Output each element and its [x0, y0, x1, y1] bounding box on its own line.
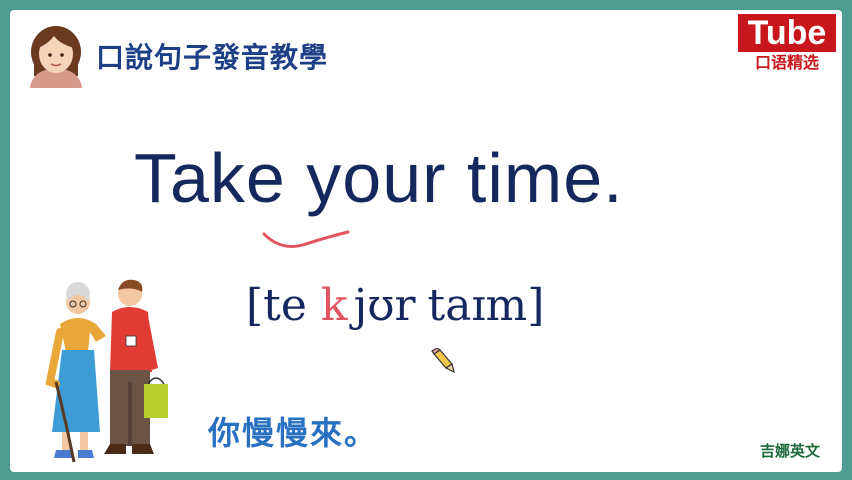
phonetic-part-1: [te: [246, 280, 307, 331]
lesson-title: 口說句子發音教學: [96, 41, 329, 74]
teacher-avatar-icon: [30, 26, 82, 88]
phonetic-linked-sound: k: [320, 280, 348, 331]
logo-subtitle: 口语精选: [754, 53, 819, 72]
chinese-translation: 你慢慢來。: [208, 414, 379, 452]
elderly-woman-with-helper-icon: [45, 279, 168, 463]
phonetic-part-3: taɪm]: [427, 280, 545, 331]
logo-tube-text: Tube: [738, 14, 836, 52]
video-frame: 口說句子發音教學 Tube 口语精选 Take your time. [te k j…: [10, 10, 842, 472]
phonetic-transcription: [te k jʊr taɪm]: [246, 280, 544, 331]
channel-credit: 吉娜英文: [759, 442, 820, 460]
channel-logo: Tube 口语精选: [738, 14, 836, 74]
phonetic-part-2: jʊr: [353, 280, 416, 331]
linking-arc-icon: [262, 230, 350, 248]
english-phrase: Take your time.: [134, 139, 624, 217]
pencil-cursor-icon: [431, 348, 455, 374]
